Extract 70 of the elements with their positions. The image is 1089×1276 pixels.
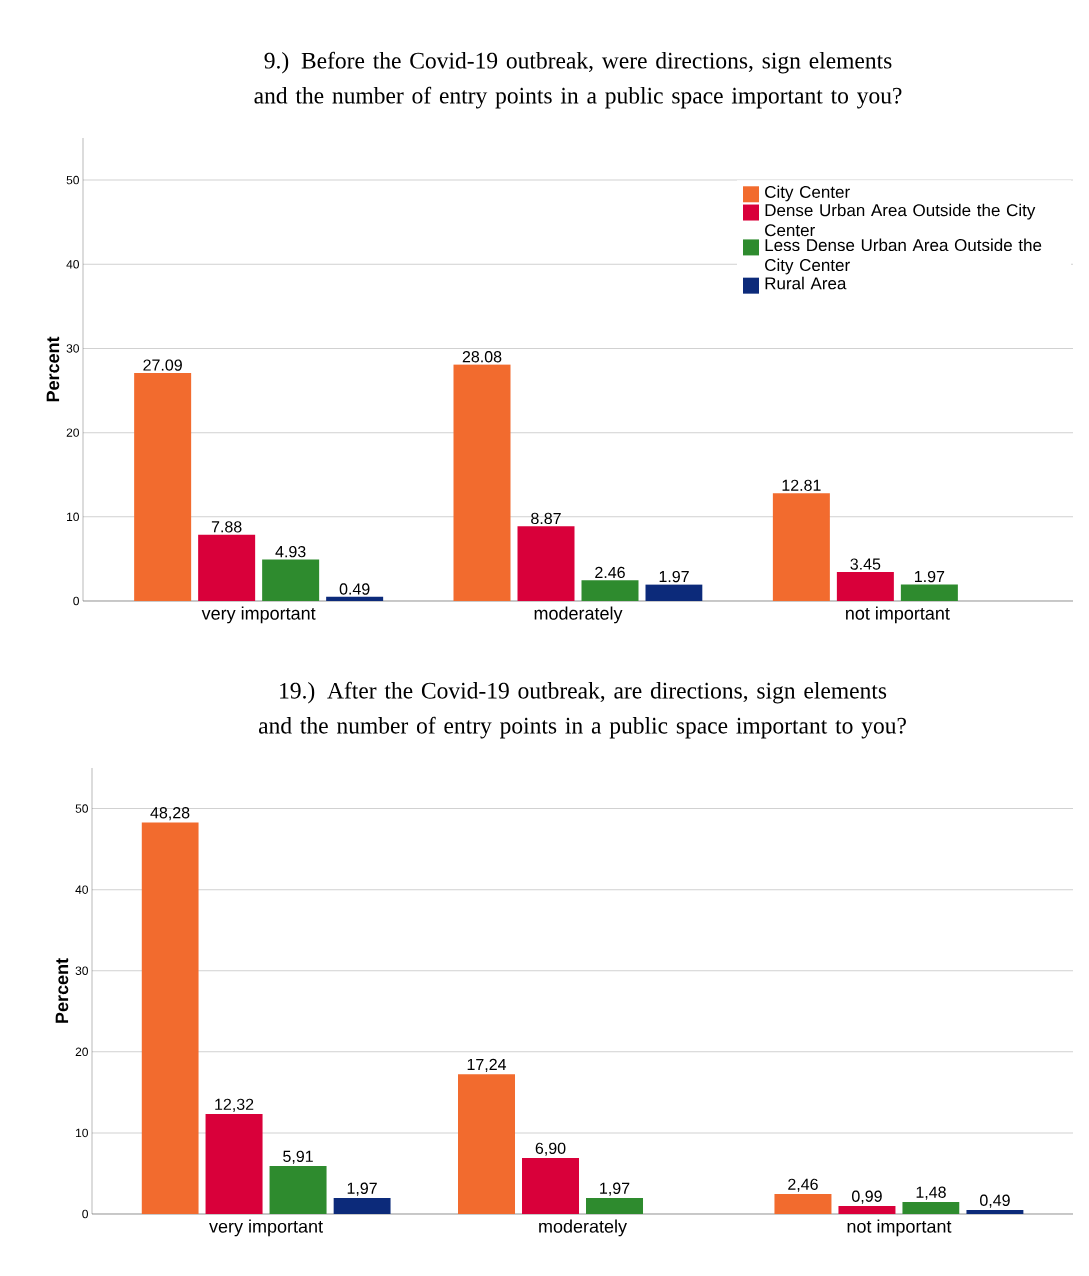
data-label: 12,32 <box>215 1098 254 1112</box>
y-tick-label: 10 <box>67 512 79 522</box>
data-label: 48,28 <box>150 807 190 821</box>
data-label: 6,90 <box>535 1142 566 1156</box>
y-tick-label: 0 <box>82 1209 88 1219</box>
bar <box>326 596 384 601</box>
y-tick-label: 0 <box>73 596 79 606</box>
data-label: 2.46 <box>595 566 625 579</box>
x-tick-label: moderately <box>534 606 623 624</box>
bar <box>134 372 192 601</box>
data-label: 5,91 <box>283 1150 313 1164</box>
bar <box>836 571 894 601</box>
y-axis-title: Percent <box>46 336 60 402</box>
x-tick-label: very important <box>209 1219 323 1237</box>
y-tick-label: 40 <box>66 260 79 269</box>
y-tick-label: 50 <box>75 804 88 813</box>
legend-label: Less Dense Urban Area Outside the City Center <box>765 238 1042 275</box>
bar <box>838 1205 896 1214</box>
x-tick-label: very important <box>201 606 316 624</box>
bar <box>900 584 958 601</box>
bar <box>141 822 199 1214</box>
data-label: 27.09 <box>143 359 182 371</box>
data-label: 1,97 <box>347 1182 377 1196</box>
y-tick-label: 40 <box>75 885 88 894</box>
y-tick-label: 30 <box>75 966 88 975</box>
data-label: 0,99 <box>852 1190 882 1204</box>
bar <box>966 1210 1024 1214</box>
chart-title: 9.) Before the Covid-19 outbreak, were directions, sign elements and the number of entry points in a public space important to you? <box>254 51 902 109</box>
y-tick-label: 20 <box>66 428 79 437</box>
data-label: 1.97 <box>915 570 945 583</box>
bar <box>333 1198 391 1214</box>
data-label: 4.93 <box>275 545 306 558</box>
bar <box>458 1074 516 1214</box>
y-tick-label: 10 <box>76 1128 88 1138</box>
data-label: 0.49 <box>339 583 370 595</box>
data-label: 1,48 <box>916 1186 946 1200</box>
data-label: 28.08 <box>462 351 502 363</box>
data-label: 1,97 <box>600 1182 630 1196</box>
bar <box>581 580 639 601</box>
data-label: 2,46 <box>788 1178 818 1192</box>
bar <box>205 1114 263 1214</box>
data-label: 12.81 <box>782 479 821 491</box>
bar <box>269 1166 327 1214</box>
bar <box>772 493 830 601</box>
data-label: 7.88 <box>211 521 242 533</box>
y-tick-label: 30 <box>66 344 79 353</box>
legend-label: City Center <box>765 185 850 202</box>
bar <box>262 559 320 601</box>
data-label: 8.87 <box>531 512 561 525</box>
data-label: 1.97 <box>659 570 689 583</box>
x-tick-label: not important <box>847 1219 952 1237</box>
chart-title: 19.) After the Covid-19 outbreak, are directions, sign elements and the number of entry points in a public space important to you? <box>258 681 906 739</box>
legend-label: Rural Area <box>765 276 847 290</box>
y-tick-label: 50 <box>66 175 79 185</box>
bar <box>774 1194 832 1214</box>
bar <box>517 526 575 601</box>
data-label: 17,24 <box>467 1058 507 1072</box>
y-tick-label: 20 <box>75 1047 88 1057</box>
data-label: 3.45 <box>850 558 881 570</box>
x-tick-label: not important <box>846 606 950 624</box>
bar <box>586 1198 644 1214</box>
bar <box>902 1202 960 1214</box>
x-tick-label: moderately <box>539 1219 627 1237</box>
bar <box>522 1158 580 1214</box>
bar <box>453 364 511 601</box>
bar <box>645 584 703 601</box>
y-axis-title: Percent <box>55 958 69 1023</box>
bar <box>198 534 256 601</box>
data-label: 0,49 <box>980 1194 1010 1208</box>
legend-label: Dense Urban Area Outside the City Center <box>765 203 1036 237</box>
